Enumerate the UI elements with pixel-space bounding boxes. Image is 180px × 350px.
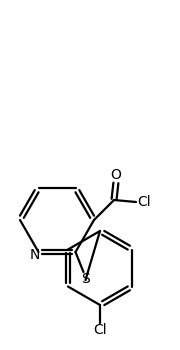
- Text: S: S: [81, 272, 90, 286]
- Text: Cl: Cl: [137, 195, 151, 209]
- Text: O: O: [111, 168, 122, 182]
- Text: N: N: [29, 248, 40, 262]
- Text: Cl: Cl: [93, 323, 107, 337]
